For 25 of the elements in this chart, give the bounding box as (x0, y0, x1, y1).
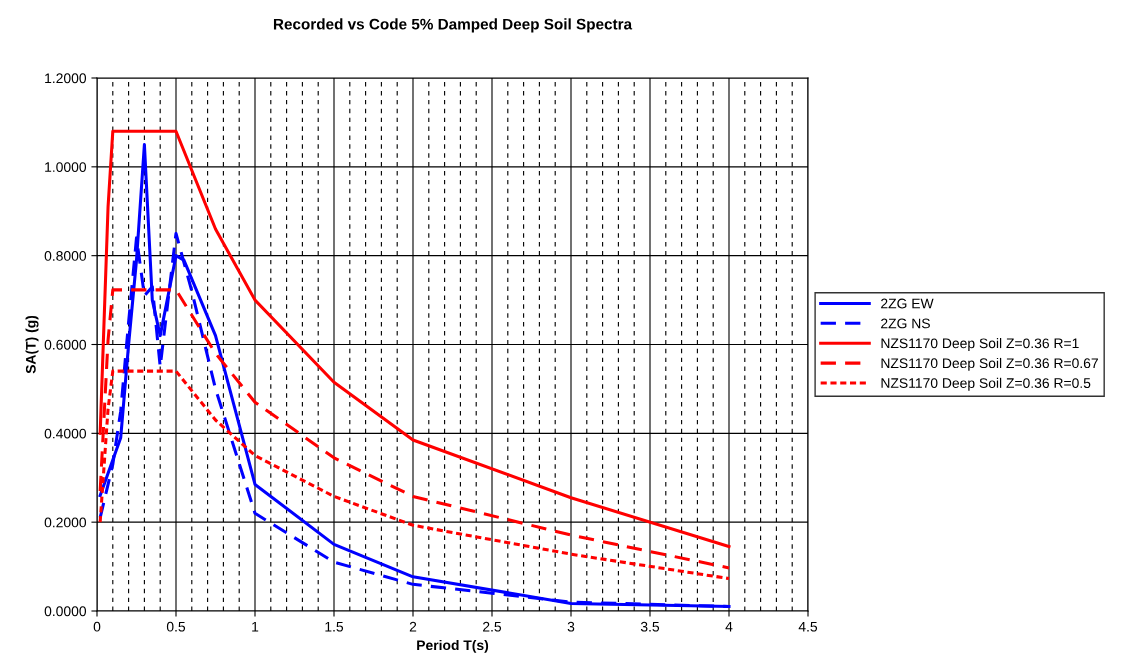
x-tick-label: 1.5 (325, 621, 344, 632)
y-tick-label: 0.0000 (44, 606, 87, 617)
x-tick-label: 3 (567, 621, 575, 632)
legend-label: 2ZG EW (881, 298, 934, 309)
x-tick-label: 0.5 (166, 621, 186, 632)
y-tick-label: 0.4000 (44, 428, 87, 439)
x-tick-label: 4 (725, 621, 733, 632)
y-tick-label: 1.2000 (45, 73, 87, 84)
x-axis-title: Period T(s) (417, 639, 489, 653)
legend-label: NZS1170 Deep Soil Z=0.36 R=0.67 (881, 357, 1098, 371)
legend-label: 2ZG NS (881, 318, 930, 329)
x-tick-label: 3.5 (640, 621, 660, 632)
y-axis-title: SA(T) (g) (25, 315, 39, 374)
x-tick-label: 2 (409, 621, 417, 632)
y-tick-label: 0.8000 (44, 251, 87, 261)
y-tick-label: 0.6000 (44, 339, 87, 350)
legend-label: NZS1170 Deep Soil Z=0.36 R=1 (881, 338, 1079, 351)
y-tick-label: 1.0000 (45, 162, 87, 172)
x-tick-label: 2.5 (483, 621, 502, 632)
y-tick-label: 0.2000 (44, 517, 87, 528)
x-tick-label: 0 (93, 621, 101, 632)
x-tick-label: 1 (252, 621, 259, 632)
chart-title: Recorded vs Code 5% Damped Deep Soil Spectra (273, 18, 633, 33)
x-tick-label: 4.5 (798, 621, 818, 632)
legend-label: NZS1170 Deep Soil Z=0.36 R=0.5 (881, 377, 1091, 391)
